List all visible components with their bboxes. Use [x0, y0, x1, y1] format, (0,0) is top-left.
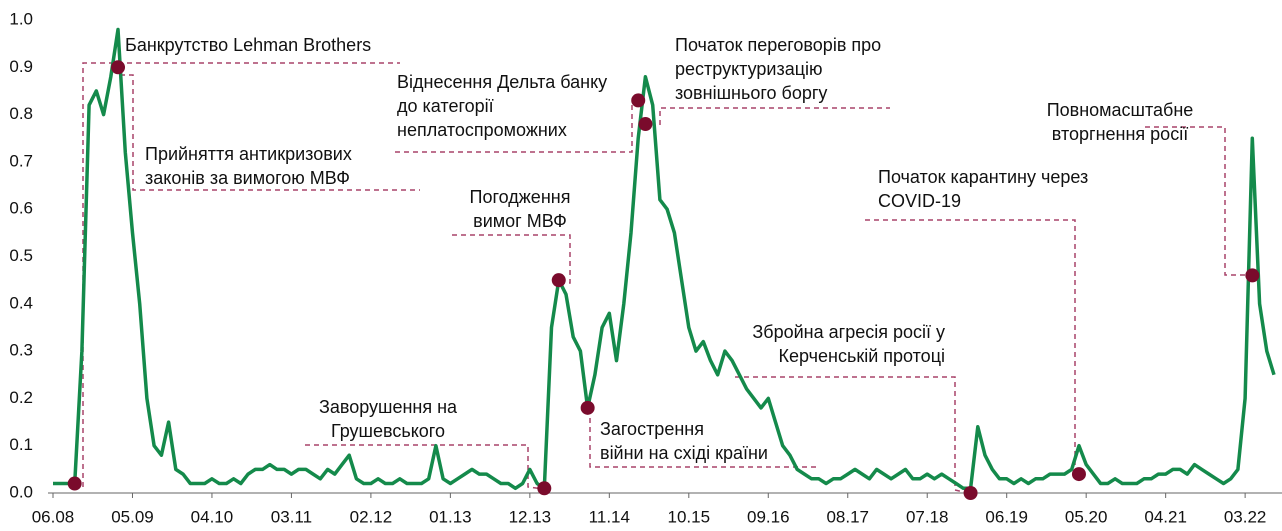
annotation: вимог МВФ — [473, 211, 567, 231]
connector — [120, 74, 420, 191]
annotation: війни на східі країни — [600, 443, 768, 463]
annotation: Прийняття антикризових — [145, 144, 352, 164]
annotation: зовнішнього боргу — [675, 83, 827, 103]
y-tick-label: 0.6 — [9, 199, 33, 218]
event-point — [580, 400, 595, 415]
annotation: Повномасштабне — [1047, 100, 1194, 120]
annotation: Збройна агресія росії у — [752, 322, 945, 342]
line — [53, 27, 1276, 491]
annotation: Загострення — [600, 419, 704, 439]
y-tick-label: 0.7 — [9, 151, 33, 170]
x-tick-label: 09.16 — [747, 507, 790, 526]
x-tick-label: 01.13 — [429, 507, 472, 526]
x-tick-label: 07.18 — [906, 507, 949, 526]
event-point — [551, 273, 566, 288]
event-point — [638, 117, 653, 132]
x-tick-label: 10.15 — [668, 507, 711, 526]
event-point — [631, 93, 646, 108]
connector — [589, 400, 820, 468]
x-tick-label: 12.13 — [509, 507, 552, 526]
event-point — [1071, 467, 1086, 482]
x-tick-label: 04.10 — [191, 507, 234, 526]
connector — [82, 62, 400, 487]
x-tick-label: 05.20 — [1065, 507, 1108, 526]
x-tick-label: 08.17 — [826, 507, 869, 526]
connector — [659, 107, 890, 125]
x-tick-label: 05.09 — [111, 507, 154, 526]
y-tick-label: 0.4 — [9, 293, 33, 312]
x-tick-label: 06.08 — [32, 507, 75, 526]
event-point — [1245, 268, 1260, 283]
x-tick-label: 03.11 — [271, 507, 312, 526]
annotation: до категорії — [397, 96, 494, 116]
event-point — [537, 481, 552, 496]
connector — [452, 234, 571, 284]
x-tick-label: 11.14 — [589, 507, 630, 526]
connector — [865, 219, 1076, 470]
y-tick-label: 0.0 — [9, 482, 33, 501]
annotation: неплатоспроможних — [397, 120, 567, 140]
annotation: Банкрутство Lehman Brothers — [125, 35, 371, 55]
y-tick-label: 0.1 — [9, 435, 33, 454]
x-tick-label: 04.21 — [1144, 507, 1187, 526]
event-point — [67, 476, 82, 491]
connector — [735, 376, 969, 494]
y-tick-label: 0.3 — [9, 341, 33, 360]
connector — [305, 444, 545, 490]
annotation: Початок переговорів про — [675, 35, 881, 55]
connector — [1145, 126, 1250, 276]
x-tick-label: 03.22 — [1224, 507, 1267, 526]
y-tick-label: 0.9 — [9, 57, 33, 76]
annotation: реструктуризацію — [675, 59, 823, 79]
annotation: вторгнення росії — [1052, 124, 1188, 144]
event-point — [963, 486, 978, 500]
y-tick-label: 0.5 — [9, 246, 33, 265]
annotation: законів за вимогою МВФ — [145, 168, 350, 188]
annotation: Заворушення на — [319, 397, 458, 417]
annotation: Віднесення Дельта банку — [397, 72, 607, 92]
annotation: Погодження — [470, 187, 571, 207]
y-tick-label: 0.8 — [9, 104, 33, 123]
annotation: COVID-19 — [878, 191, 961, 211]
annotation: Керченській протоці — [779, 346, 945, 366]
y-tick-label: 0.2 — [9, 388, 33, 407]
y-tick-label: 1.0 — [9, 9, 33, 28]
x-tick-label: 02.12 — [350, 507, 393, 526]
event-point — [111, 60, 126, 75]
x-tick-label: 06.19 — [985, 507, 1028, 526]
annotation: Початок карантину через — [878, 167, 1088, 187]
annotation: Грушевського — [331, 421, 445, 441]
